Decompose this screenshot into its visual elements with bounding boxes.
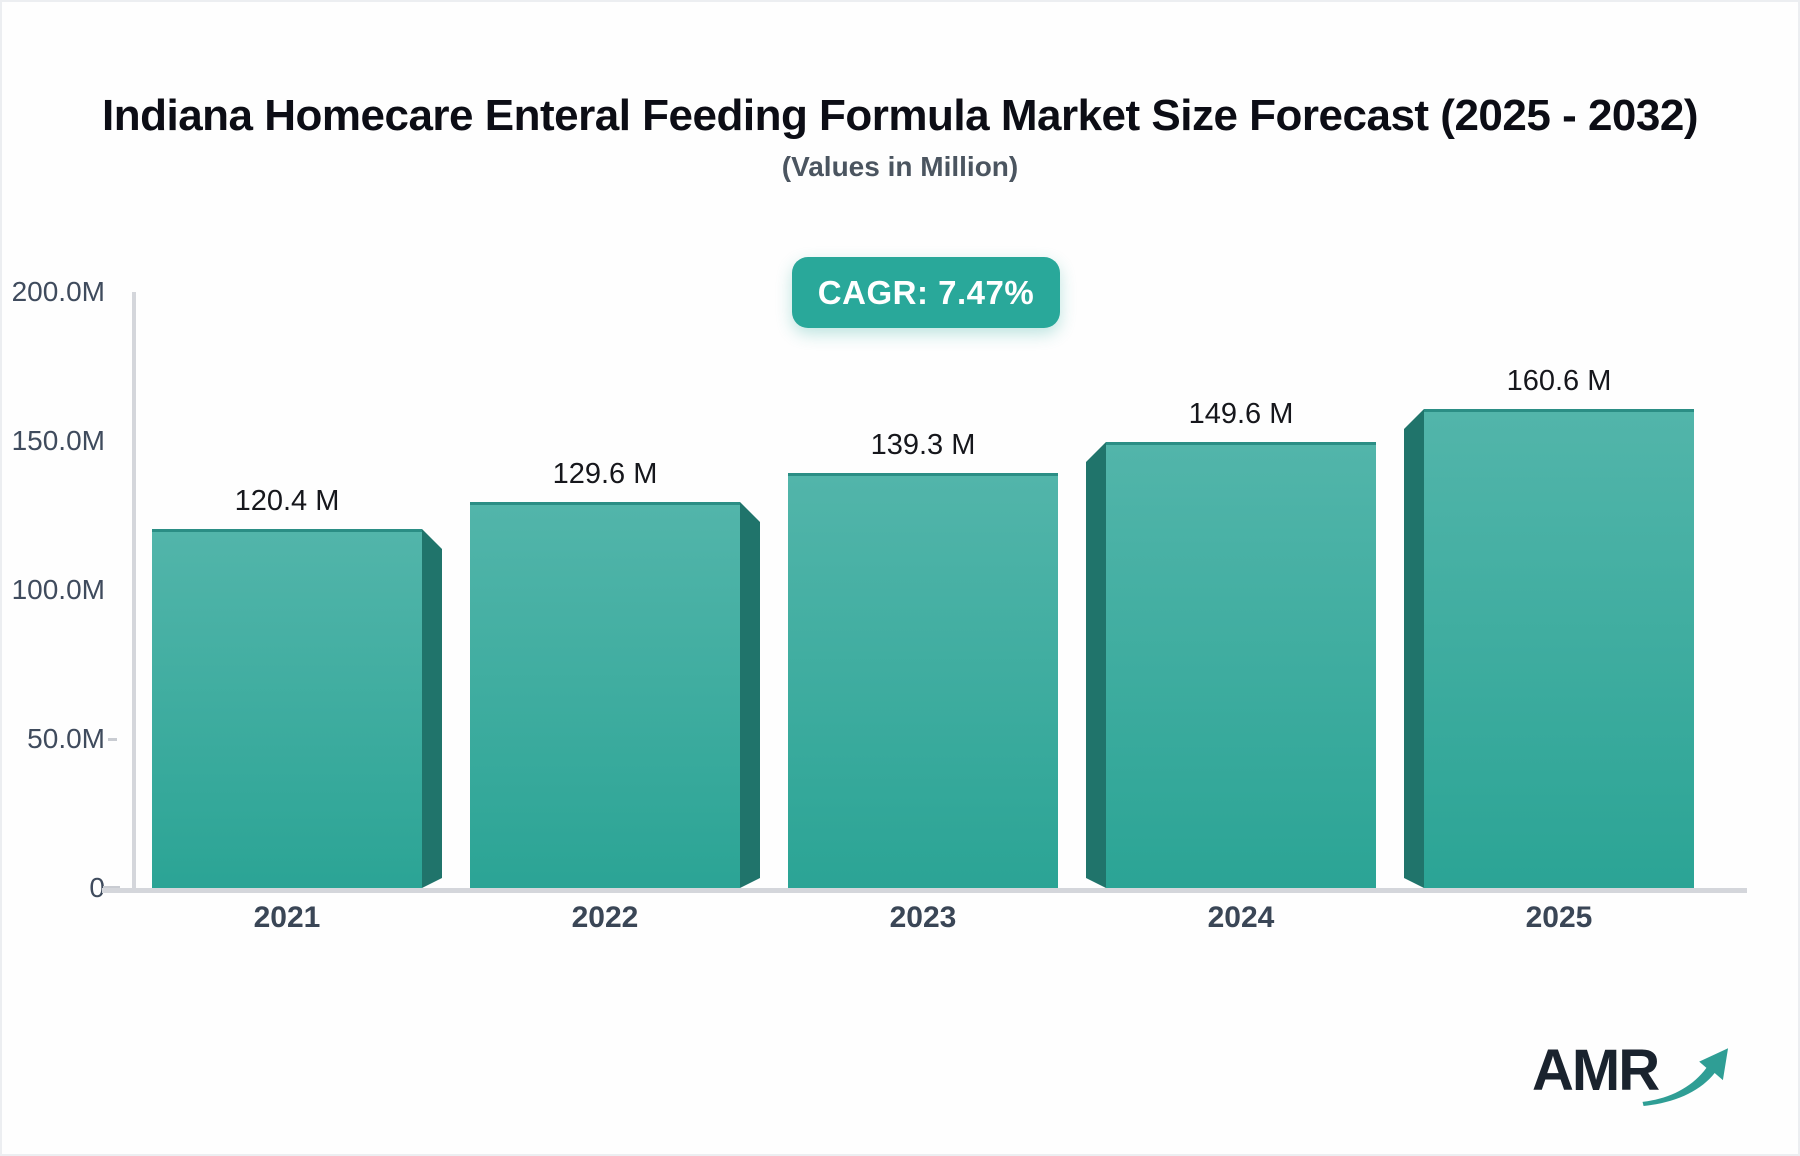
x-axis-label-2021: 2021 (253, 901, 321, 934)
y-axis: 200.0M 150.0M 100.0M 50.0M 0 (2, 2, 133, 1154)
bar-2022[interactable] (470, 502, 740, 888)
bar-side-3d (740, 502, 760, 888)
bar-2025[interactable] (1424, 409, 1694, 888)
bar-face (470, 502, 740, 888)
bar-side-3d (1086, 442, 1106, 888)
bar-side-3d (1404, 409, 1424, 888)
chart-title: Indiana Homecare Enteral Feeding Formula… (102, 91, 1698, 140)
bar-2021[interactable] (152, 529, 422, 888)
bar-face (788, 473, 1058, 888)
bar-value-label: 160.6 M (1506, 365, 1612, 397)
amr-logo-text: AMR (1532, 1038, 1660, 1103)
bar-face (1106, 442, 1376, 888)
bar-face (1424, 409, 1694, 888)
cagr-badge: CAGR: 7.47% (792, 257, 1060, 328)
y-axis-label: 100.0M (11, 574, 105, 605)
bar-value-label: 129.6 M (552, 458, 658, 490)
y-axis-label: 0 (89, 872, 105, 903)
x-axis-label-2025: 2025 (1525, 901, 1593, 934)
plot-area: 120.4 M 129.6 M 139.3 M 149.6 M 160.6 M (133, 292, 1744, 888)
x-axis-label-2024: 2024 (1207, 901, 1275, 934)
bar-2023[interactable] (788, 473, 1058, 888)
chart-subtitle: (Values in Million) (781, 151, 1019, 182)
y-axis-label: 50.0M (27, 723, 105, 754)
x-axis-baseline (102, 888, 1747, 893)
growth-arrow-icon (1642, 1048, 1729, 1106)
amr-logo: AMR (1532, 1036, 1762, 1112)
y-axis-tick (108, 738, 117, 741)
y-axis-label: 150.0M (11, 425, 105, 456)
bar-value-label: 139.3 M (870, 429, 976, 461)
x-axis: 2021 2022 2023 2024 2025 (133, 898, 1744, 938)
bar-side-3d (422, 529, 442, 888)
bar-value-label: 149.6 M (1188, 398, 1294, 430)
y-axis-label: 200.0M (11, 276, 105, 307)
bar-face (152, 529, 422, 888)
x-axis-label-2022: 2022 (571, 901, 639, 934)
y-axis-line (132, 292, 136, 888)
x-axis-label-2023: 2023 (889, 901, 957, 934)
bar-value-label: 120.4 M (234, 485, 340, 517)
cagr-badge-label: CAGR: 7.47% (817, 273, 1035, 311)
bar-2024[interactable] (1106, 442, 1376, 888)
